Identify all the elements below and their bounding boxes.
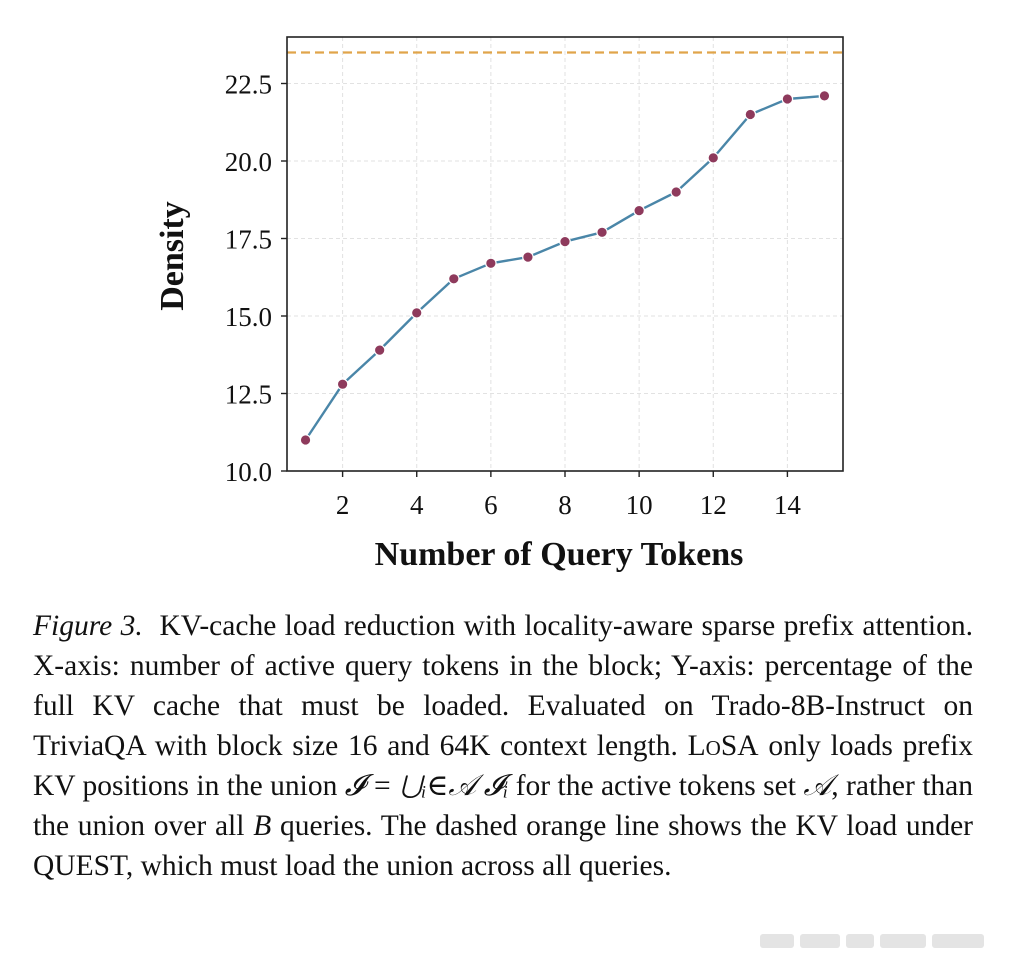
figure-caption: Figure 3. KV-cache load reduction with l… [33,606,973,886]
data-point [781,93,794,105]
y-tick-label: 22.5 [225,70,272,100]
x-tick-label: 10 [626,490,653,520]
caption-text-3: for the active tokens set [515,770,796,802]
data-point [485,257,497,270]
x-tick-label: 14 [774,490,802,520]
method-name: LoSA [687,730,759,762]
y-tick-label: 15.0 [225,302,272,332]
caption-text-5: queries. The dashed orange line shows th… [33,810,974,882]
math-b: B [253,810,272,842]
y-tick-label: 20.0 [225,147,272,177]
data-point [670,186,682,198]
x-tick-label: 4 [410,490,424,520]
y-tick-label: 12.5 [225,380,272,410]
caption-text-2: only loads prefix KV positions in the un… [33,730,974,802]
math-set: 𝒜 [803,770,832,802]
data-point [336,378,349,390]
data-point [373,344,386,356]
data-point [744,108,757,121]
data-point [633,204,645,217]
watermark-mark [932,934,984,948]
y-axis-label: Density [154,201,191,311]
grid-layer [287,37,843,472]
data-point [522,251,534,263]
x-tick-label: 6 [484,490,498,520]
density-chart: 2 4 6 8 10 12 14 10.0 12.5 15.0 17.5 20.0 22.5 Numbe… [154,36,844,573]
data-point [559,235,571,248]
watermark [760,930,1005,952]
caption-text-1: KV-cache load reduction with locality-aw… [33,610,973,762]
figure-label: Figure 3. [33,610,143,642]
data-point [818,90,831,102]
x-tick-label: 2 [336,490,350,520]
chart-svg: 2 4 6 8 10 12 14 10.0 12.5 15.0 17.5 20.0 22.5 Numbe… [154,36,844,573]
caption-text-4: , rather than the union over all [33,770,973,842]
y-tick-label: 17.5 [225,225,272,255]
data-point [299,434,312,446]
watermark-mark [846,934,874,948]
x-tick-label: 8 [558,490,572,520]
data-point [596,226,608,239]
watermark-mark [800,934,840,948]
data-point [447,272,460,285]
x-tick-label: 12 [700,490,727,520]
watermark-mark [880,934,926,948]
series-marker-layer [299,90,831,446]
x-axis-label: Number of Query Tokens [375,536,744,573]
data-point [707,152,720,164]
math-union: 𝓘 = ⋃ᵢ∈𝒜 𝓘ᵢ [344,770,509,802]
data-point [410,307,423,319]
watermark-mark [760,934,794,948]
tick-layer: 2 4 6 8 10 12 14 10.0 12.5 15.0 17.5 20.0 22.5 [225,70,802,521]
y-tick-label: 10.0 [225,457,272,487]
